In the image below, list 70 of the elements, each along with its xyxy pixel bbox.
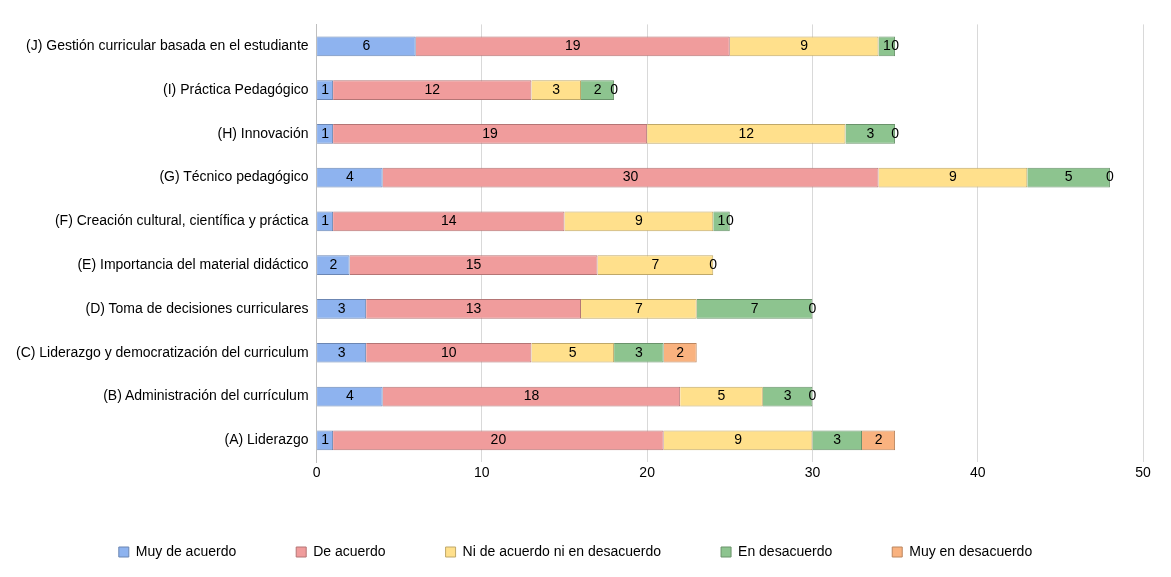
legend-label: Muy de acuerdo — [135, 542, 237, 559]
data-label: 3 — [337, 299, 346, 316]
x-tick-label: 20 — [639, 464, 656, 481]
data-label: 0 — [808, 387, 817, 404]
data-label: 2 — [676, 343, 685, 360]
data-label: 9 — [949, 168, 958, 185]
data-label: 1 — [321, 124, 330, 141]
legend-label: Ni de acuerdo ni en desacuerdo — [462, 542, 662, 559]
y-tick-label: (F) Creación cultural, científica y práctica — [54, 212, 309, 229]
data-label: 4 — [345, 168, 354, 185]
data-label: 2 — [593, 80, 602, 97]
y-tick-label: (D) Toma de decisiones curriculares — [85, 299, 309, 316]
data-label: 18 — [523, 387, 540, 404]
data-label: 5 — [568, 343, 577, 360]
y-tick-label: (J) Gestión curricular basada en el estudiante — [26, 37, 309, 54]
y-tick-label: (A) Liderazgo — [224, 431, 309, 448]
data-label: 3 — [866, 124, 875, 141]
y-tick-label: (I) Práctica Pedagógico — [163, 80, 309, 97]
data-label: 0 — [891, 37, 900, 54]
data-label: 7 — [750, 299, 759, 316]
data-label: 3 — [833, 431, 842, 448]
data-label: 7 — [634, 299, 643, 316]
x-tick-label: 0 — [312, 464, 321, 481]
data-label: 5 — [717, 387, 726, 404]
data-label: 0 — [610, 80, 619, 97]
data-label: 3 — [552, 80, 561, 97]
data-label: 12 — [424, 80, 441, 97]
y-tick-label: (B) Administración del currículum — [103, 387, 309, 404]
y-tick-label: (G) Técnico pedagógico — [159, 168, 309, 185]
data-label: 1 — [321, 212, 330, 229]
y-tick-label: (C) Liderazgo y democratización del curriculum — [16, 343, 309, 360]
data-label: 14 — [441, 212, 457, 229]
data-label: 3 — [634, 343, 643, 360]
data-label: 7 — [651, 256, 660, 273]
data-label: 13 — [465, 299, 482, 316]
data-label: 1 — [321, 431, 330, 448]
data-label: 19 — [482, 124, 499, 141]
data-label: 30 — [622, 168, 639, 185]
data-label: 0 — [709, 256, 718, 273]
data-label: 3 — [783, 387, 792, 404]
data-label: 9 — [634, 212, 643, 229]
data-label: 12 — [738, 124, 755, 141]
data-label: 15 — [465, 256, 482, 273]
data-label: 3 — [337, 343, 346, 360]
data-label: 2 — [329, 256, 338, 273]
legend-label: De acuerdo — [313, 542, 386, 559]
data-label: 0 — [808, 299, 817, 316]
data-label: 19 — [564, 37, 581, 54]
x-tick-label: 10 — [474, 464, 490, 481]
y-tick-label: (E) Importancia del material didáctico — [77, 256, 309, 273]
legend-label: Muy en desacuerdo — [909, 542, 1033, 559]
data-label: 0 — [725, 212, 734, 229]
data-label: 1 — [717, 212, 726, 229]
y-tick-label: (H) Innovación — [217, 124, 309, 141]
data-label: 2 — [874, 431, 883, 448]
data-label: 1 — [882, 37, 891, 54]
data-label: 4 — [345, 387, 354, 404]
data-label: 0 — [1106, 168, 1115, 185]
data-label: 0 — [891, 124, 900, 141]
data-label: 6 — [362, 37, 371, 54]
x-tick-label: 40 — [969, 464, 986, 481]
data-label: 10 — [441, 343, 457, 360]
data-label: 1 — [321, 80, 330, 97]
data-label: 20 — [490, 431, 507, 448]
data-label: 5 — [1064, 168, 1073, 185]
data-label: 9 — [734, 431, 743, 448]
x-tick-label: 50 — [1135, 464, 1151, 481]
data-label: 9 — [800, 37, 809, 54]
x-tick-label: 30 — [804, 464, 821, 481]
legend-label: En desacuerdo — [738, 542, 833, 559]
